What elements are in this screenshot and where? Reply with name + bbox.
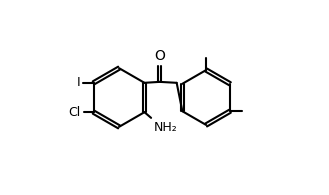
Text: O: O: [154, 49, 165, 63]
Text: Cl: Cl: [68, 106, 81, 119]
Text: I: I: [77, 76, 80, 89]
Text: NH₂: NH₂: [154, 121, 178, 134]
